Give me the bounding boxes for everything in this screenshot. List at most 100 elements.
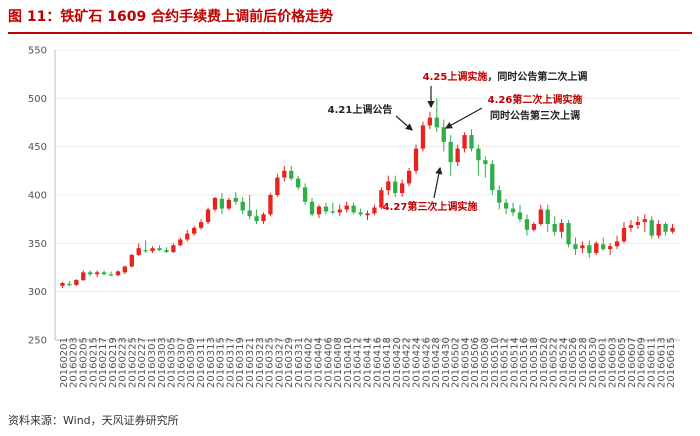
candle bbox=[517, 204, 523, 223]
candle bbox=[580, 241, 585, 253]
candle bbox=[219, 193, 225, 215]
annotation-0421: 4.21上调公告 bbox=[328, 103, 393, 116]
candle-body bbox=[455, 148, 460, 163]
candle bbox=[247, 195, 252, 220]
candle-body bbox=[524, 219, 530, 230]
candle bbox=[663, 222, 668, 236]
x-tick-label: 20160615 bbox=[666, 337, 677, 388]
candle bbox=[330, 202, 335, 215]
candle bbox=[171, 243, 176, 253]
annotation-0425: 4.25上调实施，同时公告第二次上调 bbox=[423, 70, 588, 83]
candle-body bbox=[164, 250, 169, 253]
candle-body bbox=[296, 178, 301, 188]
candle-body bbox=[171, 245, 176, 253]
candle-body bbox=[413, 148, 419, 171]
candle-body bbox=[476, 148, 481, 161]
x-tick-label: 20160315 bbox=[216, 337, 227, 388]
candle bbox=[296, 175, 301, 191]
x-tick-label: 20160301 bbox=[147, 337, 158, 388]
x-tick-label: 20160530 bbox=[588, 337, 599, 388]
candle bbox=[372, 204, 377, 216]
x-tick-label: 20160215 bbox=[88, 337, 99, 388]
candle bbox=[379, 187, 384, 210]
candle-body bbox=[330, 211, 335, 213]
candle-body bbox=[642, 219, 647, 223]
candle-body bbox=[635, 222, 641, 225]
candle bbox=[198, 219, 204, 230]
x-tick-label: 20160203 bbox=[69, 337, 80, 388]
candle bbox=[441, 119, 446, 152]
candle-body bbox=[420, 125, 426, 149]
candle bbox=[344, 201, 349, 213]
x-tick-label: 20160603 bbox=[607, 337, 618, 388]
candle-body bbox=[115, 271, 121, 276]
candle bbox=[143, 240, 148, 253]
candle-body bbox=[587, 245, 592, 253]
candle bbox=[406, 167, 412, 187]
candle-body bbox=[143, 250, 148, 252]
candle-body bbox=[573, 244, 578, 250]
annotation-0426-line1: 4.26第二次上调实施 bbox=[488, 93, 583, 106]
grid-lines bbox=[54, 49, 680, 341]
candle bbox=[60, 282, 65, 288]
candle bbox=[233, 192, 238, 205]
candle bbox=[614, 235, 620, 250]
candle bbox=[323, 202, 329, 215]
candle bbox=[656, 220, 661, 239]
candle-body bbox=[621, 227, 627, 242]
y-tick-label: 300 bbox=[28, 287, 47, 298]
x-tick-label: 20160607 bbox=[627, 337, 638, 388]
candle bbox=[635, 216, 641, 229]
candle-body bbox=[122, 266, 128, 273]
y-tick-label: 350 bbox=[28, 239, 47, 250]
candle-body bbox=[614, 241, 620, 247]
title-underline bbox=[8, 32, 692, 34]
x-tick-label: 20160508 bbox=[480, 337, 491, 388]
candle bbox=[434, 98, 439, 133]
y-tick-label: 500 bbox=[28, 94, 47, 105]
candle-body bbox=[469, 135, 474, 149]
candle-body bbox=[226, 199, 231, 209]
x-tick-label: 20160319 bbox=[235, 337, 246, 388]
figure-title: 图 11：铁矿石 1609 合约手续费上调前后价格走势 bbox=[8, 9, 334, 25]
x-tick-label: 20160309 bbox=[186, 337, 197, 388]
x-tick-label: 20160516 bbox=[519, 337, 530, 388]
candle-body bbox=[656, 224, 661, 236]
candle bbox=[524, 214, 530, 236]
candle-body bbox=[268, 195, 273, 215]
x-tick-label: 20160408 bbox=[333, 337, 344, 388]
candle bbox=[469, 129, 474, 152]
candle bbox=[587, 240, 592, 258]
x-tick-label: 20160313 bbox=[206, 337, 217, 388]
candle bbox=[150, 246, 155, 253]
candle bbox=[386, 175, 391, 195]
candle-body bbox=[254, 216, 259, 222]
x-tick-label: 20160426 bbox=[421, 337, 432, 388]
candle-body bbox=[88, 272, 93, 275]
candle-body bbox=[607, 246, 613, 250]
candle-body bbox=[344, 205, 349, 210]
candle bbox=[504, 198, 509, 215]
candle-body bbox=[198, 222, 204, 228]
annotation-0426-line2: 同时公告第三次上调 bbox=[490, 109, 580, 122]
x-tick-label: 20160219 bbox=[108, 337, 119, 388]
candle bbox=[101, 270, 107, 276]
candle-body bbox=[240, 201, 245, 211]
candle-body bbox=[136, 248, 141, 255]
candle-body bbox=[545, 209, 550, 224]
candle-body bbox=[60, 282, 65, 286]
candle bbox=[642, 214, 647, 232]
x-tick-label: 20160611 bbox=[647, 337, 658, 388]
annotation-arrow bbox=[433, 166, 443, 199]
candle-body bbox=[400, 183, 405, 194]
candle-body bbox=[531, 224, 537, 230]
x-tick-label: 20160205 bbox=[78, 337, 89, 388]
candle bbox=[607, 243, 613, 255]
candle bbox=[420, 121, 426, 152]
candle-body bbox=[178, 239, 183, 246]
candle-body bbox=[74, 280, 79, 285]
x-tick-label: 20160613 bbox=[656, 337, 667, 388]
x-tick-label: 20160325 bbox=[265, 337, 276, 388]
candle bbox=[601, 237, 606, 252]
